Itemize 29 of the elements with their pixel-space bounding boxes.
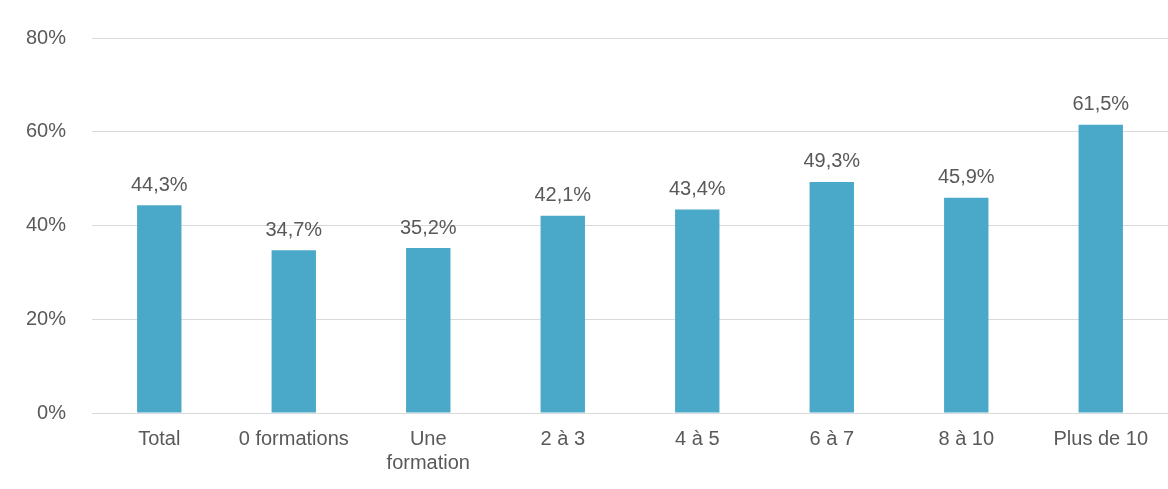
y-tick-label: 0%	[37, 400, 67, 423]
data-label: 42,1%	[534, 183, 592, 206]
x-tick-label: Plus de 10	[1053, 426, 1149, 449]
data-label: 61,5%	[1072, 92, 1130, 115]
y-tick-label: 60%	[26, 119, 67, 142]
y-tick-label: 20%	[26, 306, 67, 329]
bar	[675, 209, 720, 413]
data-label: 44,3%	[130, 172, 188, 195]
bar	[137, 205, 182, 413]
x-tick-label: 6 à 7	[809, 426, 854, 449]
bar	[406, 248, 451, 413]
bar	[944, 197, 989, 413]
y-tick-label: 40%	[26, 213, 67, 236]
data-label: 35,2%	[399, 215, 457, 238]
bar	[1078, 124, 1123, 413]
x-tick-label: Total	[138, 426, 181, 449]
data-label: 34,7%	[265, 217, 323, 240]
data-label: 45,9%	[937, 165, 995, 188]
x-tick-label: 4 à 5	[675, 426, 720, 449]
data-label: 43,4%	[668, 177, 726, 200]
x-tick-label: 2 à 3	[540, 426, 586, 449]
bar	[809, 181, 854, 413]
y-tick-label: 80%	[26, 25, 67, 48]
x-tick-label: Une formation	[386, 426, 470, 473]
x-tick-label: 0 formations	[238, 426, 349, 449]
x-tick-label: 8 à 10	[938, 426, 995, 449]
data-label: 49,3%	[803, 149, 861, 172]
bar	[271, 250, 316, 413]
bar	[540, 215, 585, 413]
